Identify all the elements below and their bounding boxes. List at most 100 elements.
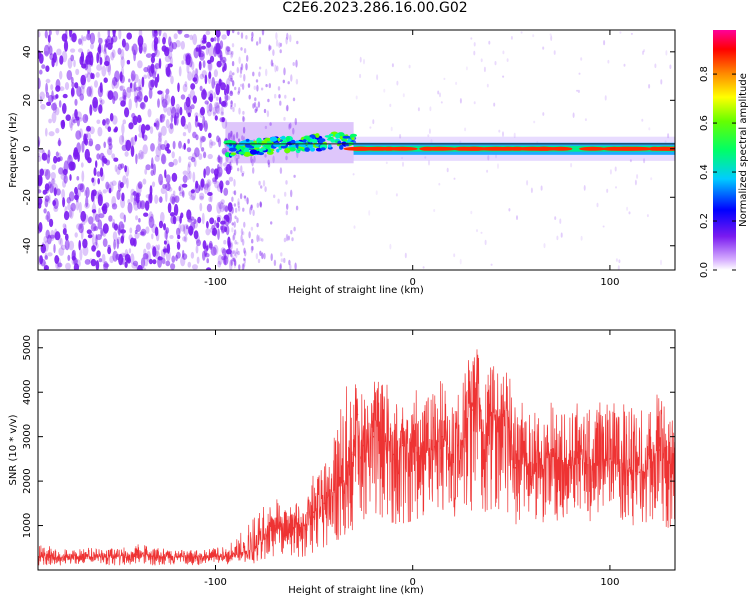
noise-dot bbox=[182, 170, 188, 176]
noise-dot bbox=[288, 123, 291, 130]
noise-dot bbox=[140, 230, 146, 237]
snr-data-point bbox=[500, 413, 503, 416]
noise-dot bbox=[252, 167, 255, 174]
noise-dot bbox=[97, 219, 103, 230]
noise-dot bbox=[43, 261, 47, 270]
noise-dot bbox=[204, 100, 209, 105]
noise-dot bbox=[96, 64, 102, 71]
noise-dot bbox=[231, 222, 234, 226]
noise-dot bbox=[648, 84, 651, 89]
noise-dot bbox=[232, 133, 236, 141]
noise-dot bbox=[38, 169, 43, 176]
noise-dot bbox=[286, 32, 289, 41]
noise-dot bbox=[154, 154, 160, 162]
x-tick-label: -100 bbox=[204, 577, 227, 588]
noise-dot bbox=[242, 115, 245, 122]
noise-dot bbox=[253, 156, 256, 163]
noise-dot bbox=[199, 137, 203, 149]
y-tick-label: 40 bbox=[22, 45, 33, 58]
noise-dot bbox=[98, 207, 101, 216]
noise-dot bbox=[199, 85, 203, 92]
noise-dot bbox=[148, 216, 155, 229]
noise-dot bbox=[385, 161, 388, 165]
noise-dot bbox=[213, 36, 217, 42]
noise-dot bbox=[62, 223, 66, 229]
noise-dot bbox=[162, 32, 168, 40]
noise-dot bbox=[95, 213, 100, 223]
noise-dot bbox=[233, 259, 237, 266]
noise-dot bbox=[126, 252, 130, 261]
noise-dot bbox=[220, 220, 226, 225]
noise-dot bbox=[81, 140, 85, 153]
snr-data-point bbox=[522, 449, 524, 451]
noise-dot bbox=[242, 110, 245, 115]
noise-dot bbox=[120, 229, 126, 234]
noise-dot bbox=[225, 95, 231, 101]
noise-dot bbox=[78, 117, 83, 122]
noise-dot bbox=[232, 232, 236, 241]
noise-dot bbox=[291, 237, 294, 242]
noise-dot bbox=[135, 224, 141, 232]
noise-dot bbox=[440, 101, 443, 104]
noise-dot bbox=[287, 81, 290, 85]
noise-dot bbox=[84, 73, 89, 78]
snr-plot-area bbox=[38, 349, 675, 566]
noise-dot bbox=[101, 155, 105, 167]
noise-dot bbox=[194, 117, 199, 128]
noise-dot bbox=[229, 90, 234, 97]
noise-dot bbox=[428, 128, 431, 134]
noise-dot bbox=[258, 180, 261, 186]
noise-dot bbox=[227, 132, 231, 141]
noise-dot bbox=[502, 75, 505, 78]
snr-data-point bbox=[668, 462, 670, 465]
noise-dot bbox=[41, 149, 46, 160]
noise-dot bbox=[90, 258, 97, 267]
noise-dot bbox=[96, 250, 101, 258]
noise-dot bbox=[230, 159, 233, 163]
noise-dot bbox=[135, 153, 138, 165]
x-tick-label: 100 bbox=[600, 577, 619, 588]
noise-dot bbox=[417, 107, 420, 112]
noise-dot bbox=[486, 83, 489, 88]
snr-data-point bbox=[264, 538, 266, 540]
noise-dot bbox=[230, 253, 233, 258]
noise-dot bbox=[353, 225, 356, 229]
noise-dot bbox=[88, 216, 94, 225]
snr-data-point bbox=[155, 555, 158, 557]
noise-dot bbox=[86, 72, 91, 83]
noise-dot bbox=[61, 189, 65, 200]
noise-dot bbox=[147, 71, 152, 79]
noise-dot bbox=[226, 84, 230, 95]
noise-dot bbox=[176, 239, 179, 245]
noise-dot bbox=[38, 31, 41, 38]
noise-dot bbox=[230, 100, 233, 105]
noise-dot bbox=[206, 203, 212, 213]
noise-dot bbox=[226, 46, 231, 52]
noise-dot bbox=[109, 112, 114, 122]
noise-dot bbox=[131, 45, 135, 52]
noise-dot bbox=[146, 250, 151, 262]
noise-dot bbox=[172, 140, 176, 150]
noise-dot bbox=[135, 215, 139, 221]
noise-dot bbox=[187, 71, 193, 81]
noise-dot bbox=[560, 232, 563, 238]
noise-dot bbox=[256, 202, 259, 208]
y-tick-label: 3000 bbox=[22, 424, 33, 449]
noise-dot bbox=[158, 220, 164, 229]
noise-dot bbox=[50, 84, 54, 91]
noise-dot bbox=[101, 229, 105, 236]
noise-dot bbox=[171, 196, 176, 205]
noise-dot bbox=[76, 118, 80, 127]
noise-dot bbox=[161, 90, 165, 103]
noise-dot bbox=[636, 174, 639, 179]
noise-dot bbox=[257, 258, 261, 264]
noise-dot bbox=[84, 190, 88, 197]
noise-dot bbox=[216, 135, 220, 143]
noise-dot bbox=[192, 171, 196, 183]
noise-dot bbox=[161, 98, 168, 108]
noise-dot bbox=[230, 251, 233, 256]
noise-dot bbox=[43, 208, 47, 214]
noise-dot bbox=[39, 91, 45, 100]
signal-blob bbox=[304, 147, 311, 152]
noise-dot bbox=[216, 214, 222, 221]
